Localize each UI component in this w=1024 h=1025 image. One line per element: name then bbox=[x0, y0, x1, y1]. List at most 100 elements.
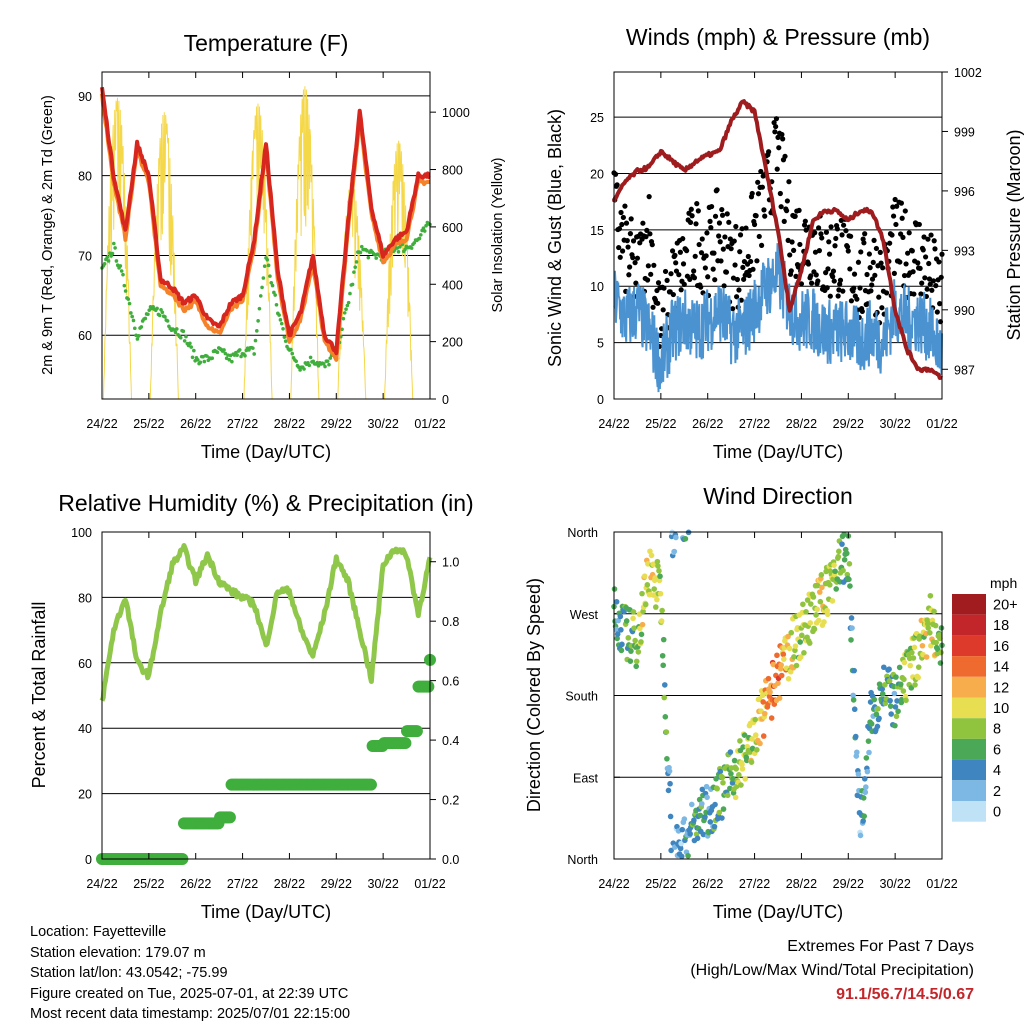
dewpoint-point bbox=[281, 326, 285, 331]
winds-xtick-label: 30/22 bbox=[880, 417, 911, 431]
direction-point bbox=[770, 661, 777, 668]
direction-point bbox=[716, 809, 723, 816]
direction-point bbox=[938, 625, 945, 631]
direction-point bbox=[908, 685, 915, 691]
direction-point bbox=[919, 642, 926, 649]
dewpoint-point bbox=[266, 263, 271, 268]
winds-y2tick-label: 999 bbox=[954, 125, 975, 139]
dewpoint-point bbox=[422, 229, 427, 233]
recent-data-text: Most recent data timestamp: 2025/07/01 2… bbox=[30, 1006, 351, 1022]
gust-point bbox=[780, 136, 786, 142]
gust-point bbox=[929, 287, 935, 293]
direction-point bbox=[786, 645, 793, 652]
colorbar-label: 6 bbox=[993, 742, 1001, 758]
gust-point bbox=[619, 248, 626, 254]
colorbar-swatch bbox=[952, 801, 986, 822]
temperature-2m-line bbox=[100, 87, 431, 356]
gust-point bbox=[632, 260, 638, 266]
direction-point bbox=[730, 776, 736, 782]
gust-point bbox=[650, 304, 656, 310]
dewpoint-point bbox=[419, 233, 423, 237]
direction-point bbox=[760, 733, 767, 739]
dewpoint-point bbox=[160, 310, 165, 315]
gust-point bbox=[859, 308, 865, 315]
direction-point bbox=[737, 738, 743, 744]
direction-point bbox=[727, 749, 734, 755]
dewpoint-point bbox=[321, 361, 326, 366]
humidity-y2tick-label: 0.6 bbox=[442, 675, 459, 689]
gust-point bbox=[634, 255, 641, 261]
direction-point bbox=[931, 608, 937, 615]
direction-point bbox=[814, 606, 820, 613]
gust-point bbox=[781, 218, 787, 224]
direction-point bbox=[864, 768, 871, 775]
direction-point bbox=[687, 831, 693, 837]
direction-point bbox=[731, 757, 738, 764]
winds-y2tick-label: 996 bbox=[954, 185, 975, 199]
gust-point bbox=[890, 204, 896, 210]
direction-point bbox=[736, 772, 742, 778]
gust-point bbox=[784, 198, 790, 204]
winds-ytick-label: 20 bbox=[590, 167, 604, 181]
gust-point bbox=[689, 213, 695, 219]
gust-point bbox=[698, 284, 704, 290]
gust-point bbox=[855, 259, 862, 265]
gust-point bbox=[868, 288, 874, 294]
dewpoint-point bbox=[274, 303, 279, 307]
dewpoint-point bbox=[417, 236, 422, 241]
temperature-ytick-label: 90 bbox=[78, 90, 92, 104]
gust-point bbox=[833, 235, 839, 242]
gust-point bbox=[745, 253, 751, 260]
direction-point bbox=[752, 716, 759, 723]
gust-point bbox=[756, 233, 762, 240]
gust-point bbox=[879, 305, 885, 311]
gust-point bbox=[936, 259, 942, 265]
direction-point bbox=[861, 813, 868, 819]
dewpoint-point bbox=[279, 321, 284, 326]
dewpoint-point bbox=[258, 294, 263, 298]
direction-point bbox=[868, 721, 875, 727]
direction-xtick-label: 25/22 bbox=[645, 877, 676, 891]
dewpoint-point bbox=[342, 311, 347, 315]
wind-speed-line bbox=[613, 243, 943, 393]
humidity-ytick-label: 40 bbox=[78, 722, 92, 736]
direction-point bbox=[760, 699, 766, 705]
direction-point bbox=[814, 582, 821, 589]
direction-point bbox=[832, 568, 838, 575]
rainfall-point bbox=[223, 811, 236, 824]
dewpoint-point bbox=[344, 307, 348, 311]
gust-point bbox=[920, 247, 926, 253]
gust-point bbox=[938, 274, 944, 280]
direction-point bbox=[873, 711, 880, 718]
direction-point bbox=[641, 573, 648, 579]
extremes-values: 91.1/56.7/14.5/0.67 bbox=[836, 986, 974, 1003]
direction-point bbox=[850, 692, 856, 699]
dewpoint-point bbox=[131, 318, 136, 323]
colorbar-swatch bbox=[952, 697, 986, 719]
direction-point bbox=[719, 774, 726, 781]
temperature-y2tick-label: 0 bbox=[442, 393, 449, 407]
direction-point bbox=[619, 641, 625, 648]
direction-point bbox=[881, 664, 887, 671]
gust-point bbox=[819, 235, 825, 241]
gust-point bbox=[890, 213, 897, 219]
gust-point bbox=[823, 270, 829, 276]
dewpoint-point bbox=[340, 327, 344, 332]
gust-point bbox=[805, 261, 812, 267]
direction-point bbox=[668, 847, 674, 854]
gust-point bbox=[926, 276, 933, 282]
dewpoint-point bbox=[261, 276, 266, 280]
gust-point bbox=[712, 277, 718, 283]
gust-point bbox=[766, 149, 772, 155]
dewpoint-point bbox=[251, 346, 255, 350]
direction-point bbox=[631, 625, 637, 631]
humidity-xtick-label: 27/22 bbox=[227, 877, 258, 891]
gust-point bbox=[835, 293, 841, 299]
winds-y2tick-label: 990 bbox=[954, 304, 975, 318]
direction-point bbox=[841, 531, 847, 538]
dewpoint-point bbox=[424, 223, 428, 228]
direction-point bbox=[630, 609, 637, 615]
dewpoint-point bbox=[202, 359, 207, 364]
temperature-ytick-label: 60 bbox=[78, 329, 92, 343]
direction-point bbox=[912, 682, 918, 688]
